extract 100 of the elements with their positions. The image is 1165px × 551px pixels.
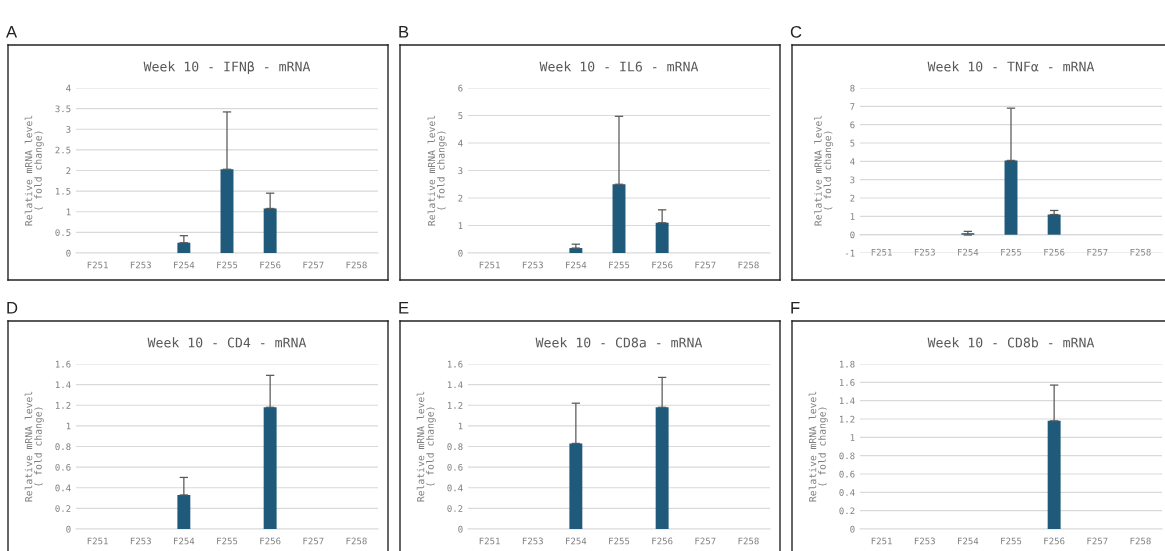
x-tick-label: F255: [217, 537, 238, 545]
y-tick-label: 1: [66, 208, 71, 216]
chart-title: Week 10 - TNFα - mRNA: [927, 61, 1095, 72]
x-tick-label: F258: [1130, 248, 1151, 256]
y-tick-label: 8: [850, 84, 855, 92]
y-tick-label: 4: [458, 139, 463, 147]
chart-title: Week 10 - CD4 - mRNA: [147, 337, 307, 348]
x-tick-label: F258: [738, 537, 759, 545]
y-tick-label: 2.5: [55, 146, 71, 154]
y-tick-label: 2: [850, 194, 855, 202]
x-tick-label: F253: [130, 261, 151, 269]
x-tick-label: F251: [479, 537, 500, 545]
y-tick-label: 1.6: [447, 360, 463, 368]
x-tick-label: F254: [174, 537, 195, 545]
y-tick-label: 0.8: [447, 443, 463, 451]
y-tick-label: 1: [850, 213, 855, 220]
text: D: [7, 302, 18, 314]
y-tick-label: 7: [850, 103, 855, 110]
text: C: [790, 25, 802, 38]
x-tick-label: F255: [609, 261, 630, 269]
x-tick-label: F258: [738, 261, 759, 269]
chart-title: Week 10 - IL6 - mRNA: [539, 61, 699, 72]
y-tick-label: 1.4: [55, 381, 71, 389]
x-tick-label: F251: [479, 261, 500, 269]
y-tick-label: 0.2: [839, 507, 855, 515]
text: E: [399, 302, 409, 314]
x-tick-label: F257: [303, 537, 324, 545]
chart-title: Week 10 - IFNβ - mRNA: [143, 61, 311, 75]
y-tick-label: 3: [66, 126, 71, 133]
y-tick-label: 0.6: [55, 463, 71, 471]
y-tick-label: 0.4: [839, 489, 855, 496]
x-tick-label: F255: [1001, 537, 1022, 545]
y-tick-label: 0.6: [447, 463, 463, 471]
x-tick-label: F257: [303, 261, 324, 269]
x-tick-label: F257: [695, 261, 716, 269]
y-tick-label: 6: [458, 84, 463, 92]
x-tick-label: F256: [652, 261, 673, 269]
x-tick-label: F258: [346, 537, 367, 545]
y-axis-title: Relative mRNA level ( fold change): [814, 115, 834, 226]
x-tick-label: F257: [1087, 248, 1108, 256]
y-tick-label: 3.5: [55, 105, 71, 113]
x-tick-label: F255: [609, 537, 630, 545]
y-axis-title: Relative mRNA level ( fold change): [24, 391, 44, 502]
x-tick-label: F251: [871, 248, 892, 256]
x-tick-label: F253: [522, 537, 543, 545]
y-tick-label: 2: [458, 194, 463, 202]
text: B: [399, 26, 409, 38]
y-tick-label: 1: [458, 422, 463, 430]
y-tick-label: 0: [458, 249, 463, 257]
y-tick-label: -1: [845, 249, 855, 257]
text: A: [6, 26, 18, 38]
y-tick-label: 3: [850, 176, 855, 184]
y-tick-label: 5: [850, 139, 855, 147]
y-tick-label: 0: [66, 525, 71, 533]
y-tick-label: 0: [66, 249, 71, 257]
x-tick-label: F253: [522, 261, 543, 269]
x-tick-label: F256: [260, 261, 281, 269]
y-tick-label: 1.6: [839, 379, 855, 386]
x-tick-label: F256: [652, 537, 673, 545]
y-axis-title: Relative mRNA level ( fold change): [808, 391, 828, 502]
x-tick-label: F254: [174, 261, 195, 269]
x-tick-label: F255: [1001, 248, 1022, 256]
x-tick-label: F254: [566, 261, 587, 269]
x-tick-label: F254: [566, 537, 587, 545]
y-tick-label: 1.4: [447, 381, 463, 389]
y-tick-label: 1.2: [55, 402, 71, 409]
y-tick-label: 1: [458, 222, 463, 229]
y-tick-label: 1: [850, 434, 855, 441]
y-tick-label: 1: [66, 422, 71, 430]
x-tick-label: F255: [217, 261, 238, 269]
x-tick-label: F254: [958, 537, 979, 545]
chart-title: Week 10 - CD8a - mRNA: [535, 337, 703, 348]
y-tick-label: 4: [850, 158, 855, 165]
y-tick-label: 0.5: [55, 229, 71, 236]
y-tick-label: 1.2: [839, 415, 855, 423]
x-tick-label: F258: [346, 261, 367, 269]
y-tick-label: 2: [66, 167, 71, 174]
x-tick-label: F253: [914, 248, 935, 256]
x-tick-label: F256: [1044, 248, 1065, 256]
x-tick-label: F258: [1130, 537, 1151, 545]
y-tick-label: 0: [458, 525, 463, 533]
x-tick-label: F254: [958, 248, 979, 256]
y-tick-label: 4: [66, 84, 71, 92]
x-tick-label: F256: [1044, 537, 1065, 545]
y-tick-label: 0.6: [839, 470, 855, 478]
y-tick-label: 0.2: [447, 505, 463, 512]
x-tick-label: F251: [871, 537, 892, 545]
y-tick-label: 1.8: [839, 360, 855, 368]
y-tick-label: 0: [850, 231, 855, 239]
x-tick-label: F251: [87, 261, 108, 269]
y-tick-label: 0.4: [55, 484, 71, 492]
y-tick-label: 6: [850, 121, 855, 129]
y-tick-label: 1.4: [839, 397, 855, 405]
text: F: [791, 302, 800, 314]
y-tick-label: 0: [850, 525, 855, 533]
y-tick-label: 0.8: [839, 452, 855, 460]
y-tick-label: 1.2: [447, 402, 463, 409]
y-tick-label: 0.4: [447, 484, 463, 492]
x-tick-label: F251: [87, 537, 108, 545]
x-tick-label: F256: [260, 537, 281, 545]
